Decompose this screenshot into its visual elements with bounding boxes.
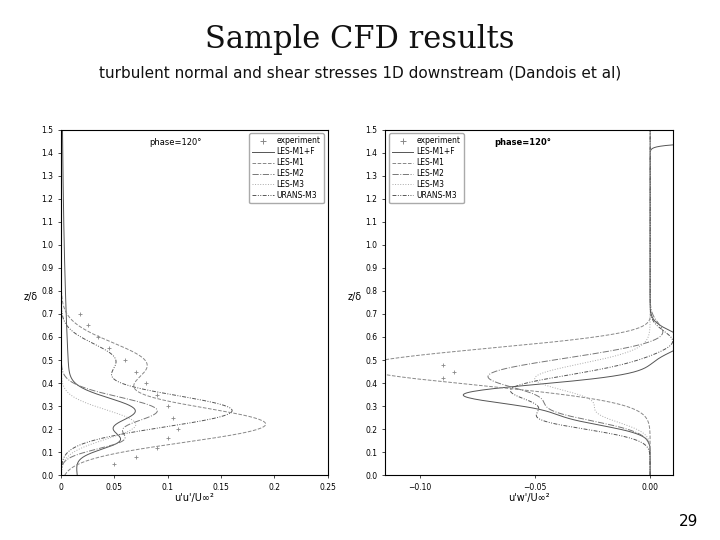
Legend: experiment, LES-M1+F, LES-M1, LES-M2, LES-M3, URANS-M3: experiment, LES-M1+F, LES-M1, LES-M2, LE…: [249, 133, 324, 203]
Text: phase=120°: phase=120°: [149, 138, 202, 147]
Text: Sample CFD results: Sample CFD results: [205, 24, 515, 55]
Text: phase=120°: phase=120°: [495, 138, 552, 147]
X-axis label: u'u'/U∞²: u'u'/U∞²: [174, 493, 215, 503]
Y-axis label: z/δ: z/δ: [347, 292, 361, 302]
X-axis label: u'w'/U∞²: u'w'/U∞²: [508, 493, 550, 503]
Legend: experiment, LES-M1+F, LES-M1, LES-M2, LES-M3, URANS-M3: experiment, LES-M1+F, LES-M1, LES-M2, LE…: [389, 133, 464, 203]
Text: 29: 29: [679, 514, 698, 529]
Text: turbulent normal and shear stresses 1D downstream (Dandois et al): turbulent normal and shear stresses 1D d…: [99, 66, 621, 81]
Y-axis label: z/δ: z/δ: [23, 292, 37, 302]
